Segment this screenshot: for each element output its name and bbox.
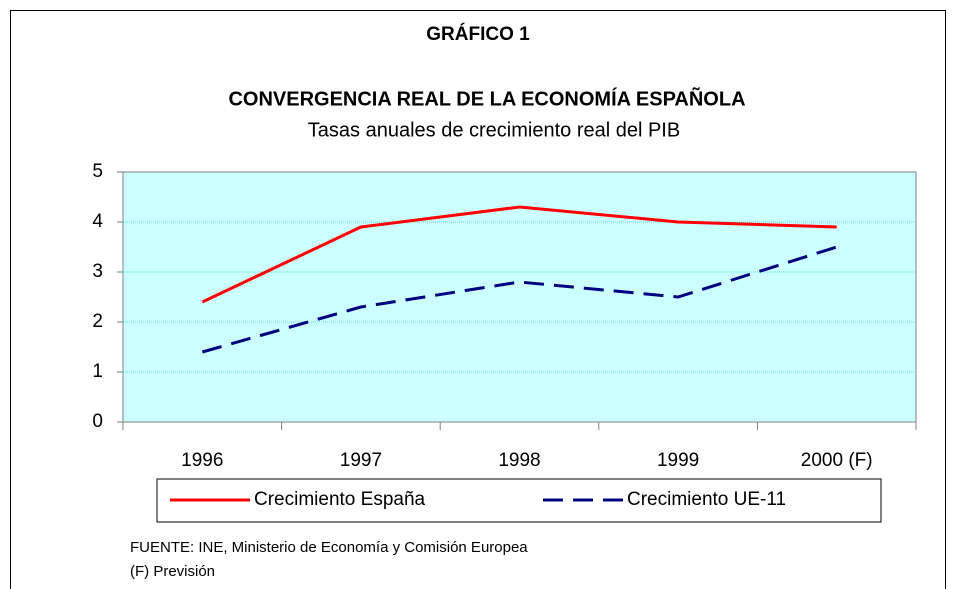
x-tick-label: 1999 xyxy=(657,450,699,471)
x-tick-label: 1996 xyxy=(181,450,223,471)
legend-label: Crecimiento España xyxy=(254,489,426,510)
y-tick-label: 3 xyxy=(92,261,103,282)
chart-header: GRÁFICO 1 xyxy=(426,23,530,45)
y-tick-label: 1 xyxy=(92,361,103,382)
y-tick-label: 4 xyxy=(92,211,103,232)
forecast-note: (F) Previsión xyxy=(130,563,215,580)
x-tick-label: 1998 xyxy=(498,450,540,471)
plot-area xyxy=(122,171,917,423)
chart-title: CONVERGENCIA REAL DE LA ECONOMÍA ESPAÑOL… xyxy=(228,87,745,110)
y-tick-label: 5 xyxy=(92,161,103,182)
frame xyxy=(10,10,946,589)
x-tick-label: 1997 xyxy=(340,450,382,471)
y-tick-label: 2 xyxy=(92,311,103,332)
x-tick-label: 2000 (F) xyxy=(801,450,873,471)
chart-subtitle: Tasas anuales de crecimiento real del PI… xyxy=(308,119,680,141)
source-note: FUENTE: INE, Ministerio de Economía y Co… xyxy=(130,539,528,556)
legend-label: Crecimiento UE-11 xyxy=(627,489,786,510)
data-line xyxy=(201,245,838,354)
legend-box xyxy=(156,478,882,523)
data-line xyxy=(201,205,837,304)
y-tick-label: 0 xyxy=(92,411,103,432)
